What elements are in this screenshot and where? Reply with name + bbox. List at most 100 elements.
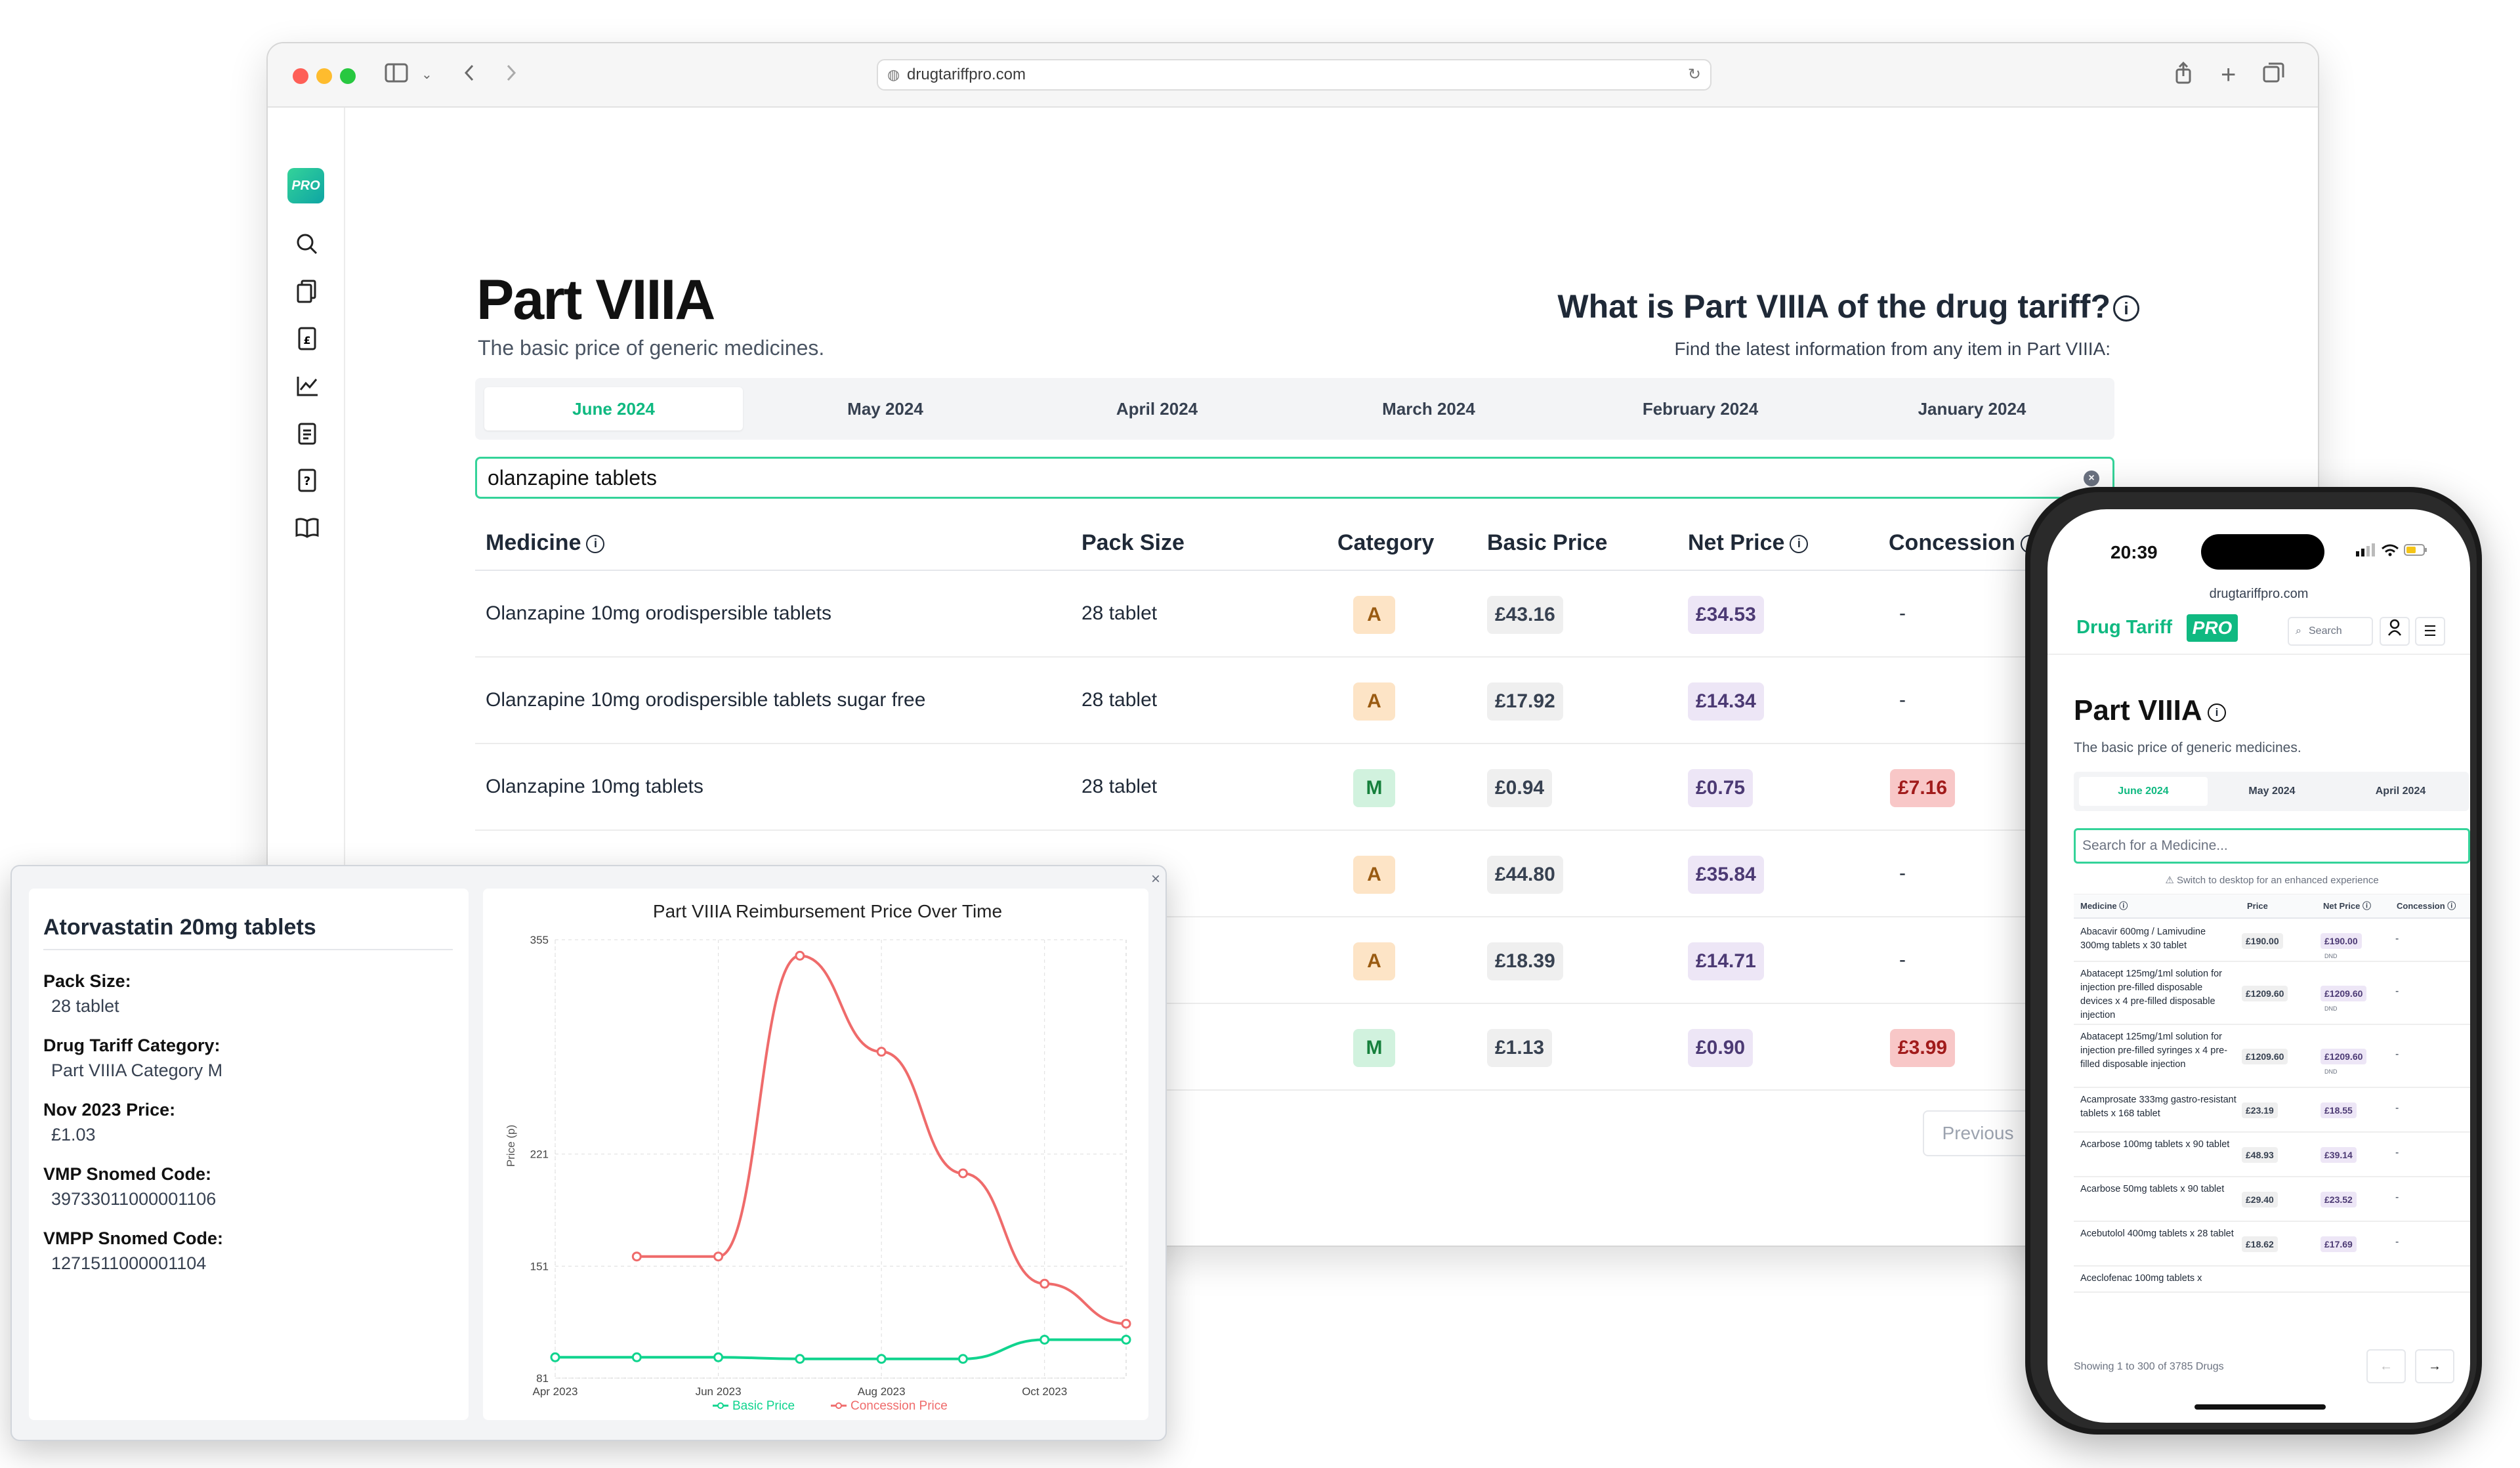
book-icon[interactable]	[294, 514, 320, 541]
net-price-badge: £35.84	[1688, 856, 1764, 894]
close-window-button[interactable]	[293, 68, 308, 84]
phone-header-medicine[interactable]: Medicine ⓘ	[2080, 901, 2128, 911]
zoom-window-button[interactable]	[340, 68, 356, 84]
legend-marker	[835, 1402, 842, 1409]
info-icon[interactable]: i	[1790, 535, 1809, 554]
tab-february-2024[interactable]: February 2024	[1642, 399, 1759, 419]
data-point	[957, 1168, 968, 1179]
search-input[interactable]: olanzapine tablets ×	[475, 457, 2114, 499]
net-price-badge: £14.71	[1688, 942, 1764, 980]
chart-icon[interactable]	[294, 373, 320, 399]
basic-price-badge: £0.94	[1487, 769, 1553, 807]
header-category[interactable]: Category	[1337, 530, 1435, 555]
documents-icon[interactable]	[294, 278, 320, 304]
concession-badge: £3.99	[1890, 1029, 1956, 1067]
table-row[interactable]: Olanzapine 10mg orodispersible tablets 2…	[475, 571, 2114, 658]
list-item[interactable]: Acarbose 50mg tablets x 90 tablet £29.40 £…	[2074, 1177, 2470, 1222]
month-tabs: June 2024 May 2024 April 2024 March 2024…	[475, 378, 2114, 440]
tabs-overview-icon[interactable]	[2263, 62, 2285, 88]
close-icon[interactable]: ×	[1150, 870, 1160, 888]
menu-icon[interactable]: ☰	[2415, 617, 2445, 646]
tab-april-2024[interactable]: April 2024	[2375, 786, 2426, 797]
what-is-subtitle: Find the latest information from any ite…	[1674, 339, 2111, 359]
list-item[interactable]: Acamprosate 333mg gastro-resistant table…	[2074, 1088, 2470, 1133]
table-row[interactable]: Olanzapine 10mg orodispersible tablets s…	[475, 658, 2114, 744]
desktop-notice: ⚠ Switch to desktop for an enhanced expe…	[2165, 875, 2379, 886]
list-item[interactable]: Acebutolol 400mg tablets x 28 tablet £18.…	[2074, 1222, 2470, 1267]
price-badge: £23.19	[2242, 1102, 2278, 1118]
data-point	[795, 1354, 805, 1364]
list-item[interactable]: Abatacept 125mg/1ml solution for injecti…	[2074, 1025, 2470, 1088]
phone-table-header	[2074, 894, 2470, 919]
header-pack-size[interactable]: Pack Size	[1082, 530, 1185, 555]
medicine-name: Acarbose 50mg tablets x 90 tablet	[2080, 1184, 2225, 1194]
phone-screen: 20:39 drugtariffpro.com Drug Tariff PRO …	[2048, 509, 2470, 1423]
sidebar-toggle-icon[interactable]	[385, 62, 411, 88]
help-icon[interactable]: ?	[294, 467, 320, 493]
tab-june-2024[interactable]: June 2024	[484, 387, 743, 430]
dnd-label: DND	[2324, 1068, 2338, 1075]
list-item[interactable]: Abacavir 600mg / Lamivudine 300mg tablet…	[2074, 920, 2470, 962]
legend-label: Basic Price	[732, 1399, 795, 1413]
y-tick-label: 221	[530, 1148, 549, 1161]
list-item[interactable]: Aceclofenac 100mg tablets x	[2074, 1267, 2470, 1293]
phone-search-button[interactable]: ⌕ Search	[2288, 617, 2373, 646]
phone-header-net-price[interactable]: Net Price ⓘ	[2323, 901, 2371, 911]
clipboard-icon[interactable]	[294, 420, 320, 446]
info-icon[interactable]: i	[586, 535, 605, 554]
new-tab-icon[interactable]: +	[2221, 60, 2236, 89]
address-bar[interactable]: ◍ drugtariffpro.com ↻	[877, 59, 1712, 91]
tab-april-2024[interactable]: April 2024	[1116, 399, 1198, 419]
phone-header-concession[interactable]: Concession ⓘ	[2397, 901, 2456, 911]
medicine-search-input[interactable]: Search for a Medicine...	[2074, 828, 2470, 864]
net-price-badge: £0.75	[1688, 769, 1754, 807]
tab-january-2024[interactable]: January 2024	[1918, 399, 2026, 419]
pro-logo[interactable]: PRO	[287, 168, 324, 203]
vmp-code-value: 39733011000001106	[51, 1189, 217, 1209]
back-icon[interactable]	[462, 62, 478, 88]
chevron-down-icon[interactable]: ⌄	[421, 68, 432, 82]
medicine-title: Atorvastatin 20mg tablets	[43, 915, 316, 940]
reload-icon[interactable]: ↻	[1687, 66, 1701, 83]
basic-price-badge: £43.16	[1487, 596, 1563, 634]
document-pound-icon[interactable]: £	[294, 325, 320, 352]
tab-march-2024[interactable]: March 2024	[1382, 399, 1475, 419]
info-icon[interactable]: i	[2208, 703, 2226, 722]
next-page-button[interactable]: →	[2415, 1349, 2454, 1383]
search-icon[interactable]	[294, 231, 320, 257]
header-basic-price[interactable]: Basic Price	[1487, 530, 1608, 555]
brand-name[interactable]: Drug Tariff	[2076, 617, 2173, 638]
tab-may-2024[interactable]: May 2024	[2248, 786, 2296, 797]
url-text: drugtariffpro.com	[907, 66, 1026, 83]
basic-price-badge: £17.92	[1487, 682, 1563, 721]
table-row[interactable]: Olanzapine 10mg tablets 28 tablet M £0.9…	[475, 744, 2114, 831]
forward-icon[interactable]	[503, 62, 518, 88]
tab-may-2024[interactable]: May 2024	[847, 399, 923, 419]
info-icon[interactable]: i	[2113, 295, 2139, 322]
medicine-name: Olanzapine 10mg orodispersible tablets	[486, 602, 831, 624]
tab-june-2024[interactable]: June 2024	[2079, 777, 2208, 806]
phone-header-price[interactable]: Price	[2247, 901, 2268, 911]
prev-page-button[interactable]: ←	[2366, 1349, 2406, 1383]
concession-value: -	[1899, 949, 1906, 971]
user-icon[interactable]	[2380, 617, 2410, 646]
minimize-window-button[interactable]	[316, 68, 332, 84]
previous-button[interactable]: Previous	[1923, 1110, 2033, 1156]
price-badge: £1209.60	[2242, 1049, 2288, 1064]
data-point	[1121, 1334, 1131, 1345]
share-icon[interactable]	[2174, 61, 2193, 88]
data-point	[713, 1352, 724, 1362]
table-row[interactable]: M £1.13 £3.99 £0.90	[475, 1004, 2114, 1091]
data-point	[1040, 1334, 1050, 1345]
y-tick-label: 81	[536, 1372, 549, 1385]
clear-icon[interactable]: ×	[2084, 471, 2099, 486]
header-net-price[interactable]: Net Price i	[1688, 516, 1809, 570]
table-row[interactable]: A £18.39 - £14.71	[475, 917, 2114, 1004]
brand-pro-badge[interactable]: PRO	[2187, 614, 2238, 642]
y-tick-label: 355	[530, 934, 549, 946]
list-item[interactable]: Acarbose 100mg tablets x 90 tablet £48.93…	[2074, 1133, 2470, 1177]
list-item[interactable]: Abatacept 125mg/1ml solution for injecti…	[2074, 962, 2470, 1025]
svg-text:£: £	[303, 334, 310, 346]
header-medicine[interactable]: Medicine i	[486, 516, 605, 570]
